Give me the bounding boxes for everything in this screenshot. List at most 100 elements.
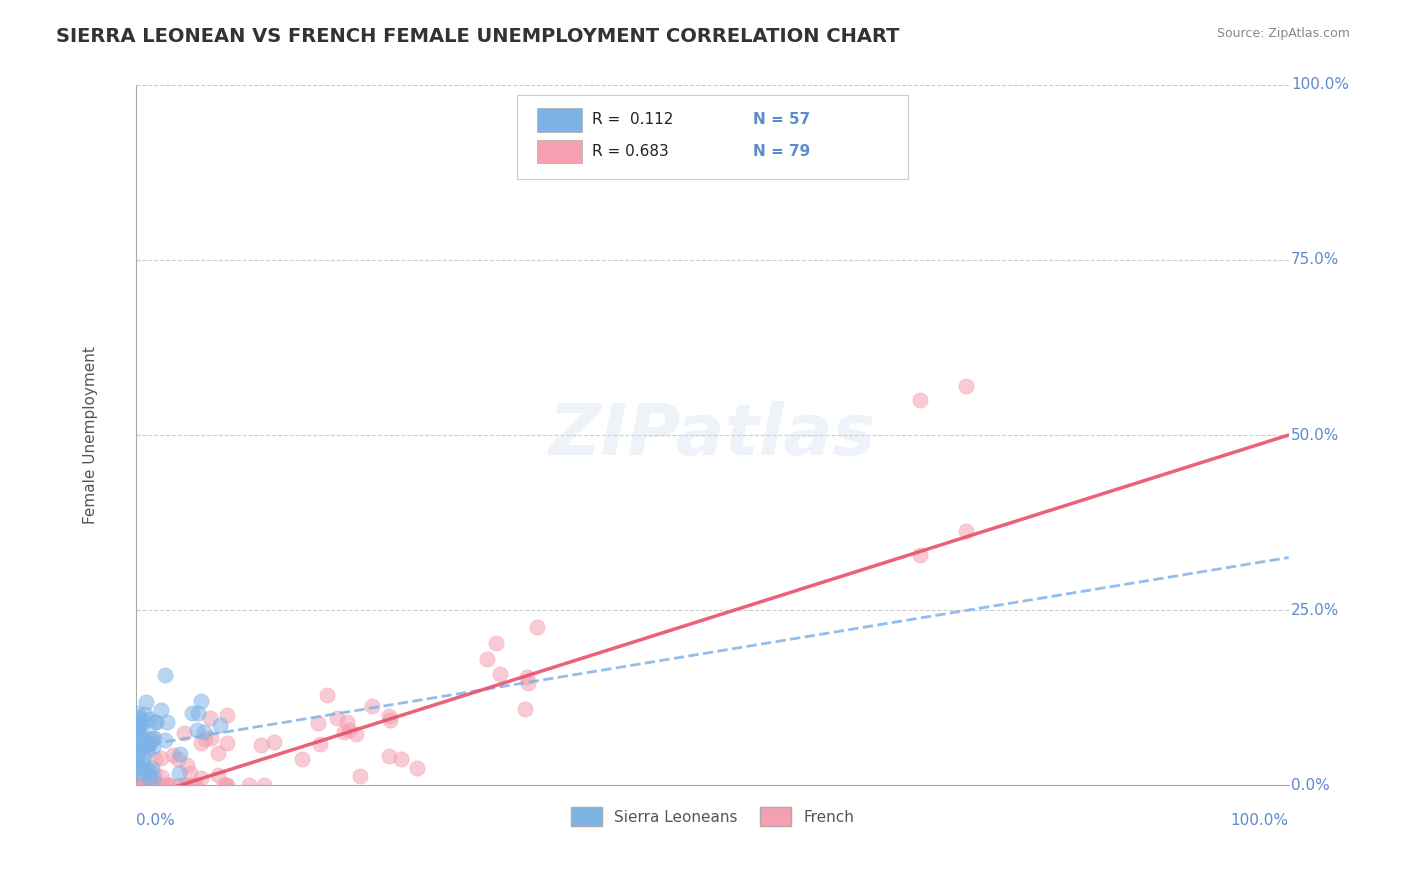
Point [127, 740, 149, 755]
Point [332, 724, 354, 739]
Point [131, 764, 153, 778]
Point [127, 761, 149, 775]
Point [125, 758, 148, 772]
Point [167, 778, 190, 792]
Point [187, 706, 209, 720]
Point [516, 676, 538, 690]
Point [129, 778, 152, 792]
Point [212, 778, 235, 792]
Point [475, 652, 498, 666]
Point [128, 729, 150, 743]
Point [253, 778, 276, 792]
Point [200, 731, 222, 745]
Point [129, 778, 152, 792]
Point [215, 736, 238, 750]
Point [132, 778, 155, 792]
Point [128, 709, 150, 723]
Point [125, 747, 148, 762]
Point [238, 778, 260, 792]
Point [488, 667, 510, 681]
Text: N = 79: N = 79 [752, 144, 810, 159]
Point [179, 766, 201, 780]
Point [193, 724, 215, 739]
Point [156, 715, 179, 730]
Text: 0.0%: 0.0% [1291, 778, 1330, 793]
Point [138, 737, 160, 751]
Point [143, 714, 166, 729]
Point [131, 713, 153, 727]
Point [157, 778, 180, 792]
Point [485, 636, 508, 650]
Point [183, 778, 205, 792]
Text: Source: ZipAtlas.com: Source: ZipAtlas.com [1216, 27, 1350, 40]
Point [127, 750, 149, 764]
Text: ZIPatlas: ZIPatlas [548, 401, 876, 469]
Point [337, 723, 360, 737]
Point [142, 739, 165, 754]
Point [143, 752, 166, 766]
Point [142, 778, 165, 792]
Point [128, 778, 150, 792]
Point [136, 744, 159, 758]
Point [513, 702, 536, 716]
Point [127, 778, 149, 792]
Legend: Sierra Leoneans, French: Sierra Leoneans, French [564, 799, 862, 833]
Point [173, 778, 195, 792]
Text: 75.0%: 75.0% [1291, 252, 1340, 268]
Text: 25.0%: 25.0% [1291, 603, 1340, 617]
Point [127, 722, 149, 736]
Point [209, 718, 232, 732]
Point [131, 741, 153, 756]
Point [125, 706, 148, 720]
Point [308, 737, 330, 751]
Point [131, 767, 153, 781]
Text: Female Unemployment: Female Unemployment [83, 346, 98, 524]
Point [169, 747, 191, 762]
Point [141, 732, 163, 747]
Point [162, 747, 184, 762]
Point [194, 731, 217, 746]
Point [380, 713, 402, 727]
FancyBboxPatch shape [537, 139, 582, 163]
Point [326, 711, 349, 725]
Point [315, 689, 337, 703]
Point [129, 778, 152, 792]
Point [141, 760, 163, 774]
Point [389, 751, 412, 765]
Point [134, 707, 156, 722]
Point [138, 736, 160, 750]
Point [207, 747, 229, 761]
Point [361, 698, 384, 713]
Point [142, 731, 165, 745]
Point [173, 725, 195, 739]
Point [128, 717, 150, 731]
Point [157, 778, 180, 792]
Point [186, 723, 208, 738]
Point [167, 752, 190, 766]
Point [142, 778, 165, 792]
Point [200, 711, 222, 725]
Point [406, 761, 429, 775]
Point [125, 759, 148, 773]
Point [908, 392, 931, 407]
Point [131, 757, 153, 772]
Point [207, 768, 229, 782]
Point [215, 778, 238, 792]
Point [142, 771, 165, 785]
Point [129, 762, 152, 776]
Point [307, 715, 329, 730]
Point [169, 766, 191, 780]
Point [179, 778, 201, 792]
Point [145, 714, 167, 729]
Point [344, 726, 367, 740]
Point [174, 778, 197, 792]
Point [146, 778, 169, 792]
Text: 50.0%: 50.0% [1291, 427, 1340, 442]
Point [142, 766, 165, 780]
Point [155, 778, 177, 792]
Point [128, 778, 150, 792]
Point [263, 735, 285, 749]
Point [143, 778, 166, 792]
Point [336, 714, 359, 729]
Point [127, 726, 149, 740]
